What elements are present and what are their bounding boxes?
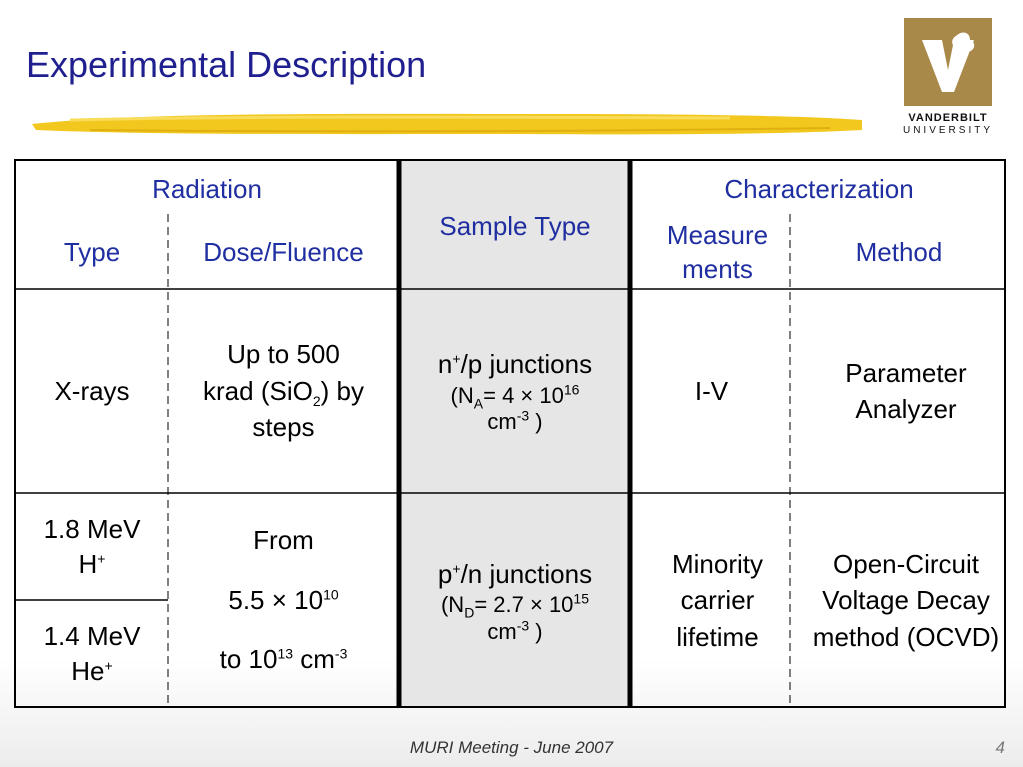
logo-text-vanderbilt: VANDERBILT xyxy=(908,112,988,124)
row2-method: Open-Circuit Voltage Decay method (OCVD) xyxy=(812,548,1000,652)
row2-type-helium: 1.4 MeV He+ xyxy=(43,620,141,686)
decorative-highlighter-stroke xyxy=(32,113,862,135)
row1-measurement: I-V xyxy=(694,375,729,406)
header-dose-fluence: Dose/Fluence xyxy=(203,236,364,267)
row2-dose: From 5.5 × 1010 to 1013 cm-3 xyxy=(219,524,348,675)
header-type: Type xyxy=(63,236,121,267)
oak-leaf-v-icon xyxy=(904,18,992,106)
logo-text-university: UNIVERSITY xyxy=(902,125,993,136)
row1-type: X-rays xyxy=(54,375,130,406)
page-number: 4 xyxy=(995,738,1005,757)
row1-sample-type: n+/p junctions (NA= 4 × 1016 cm-3 ) xyxy=(437,349,593,435)
slide-footer: MURI Meeting - June 2007 xyxy=(409,738,614,757)
header-measurements: Measure ments xyxy=(666,220,769,284)
header-method: Method xyxy=(855,236,943,267)
header-characterization: Characterization xyxy=(724,173,914,204)
row2-type-proton: 1.8 MeV H+ xyxy=(43,513,141,579)
sample-type-column-background xyxy=(399,159,630,707)
row2-sample-type: p+/n junctions (ND= 2.7 × 1015 cm-3 ) xyxy=(437,558,593,644)
row2-measurement: Minority carrier lifetime xyxy=(671,548,763,652)
header-radiation: Radiation xyxy=(152,173,262,204)
slide-title: Experimental Description xyxy=(26,44,427,85)
row1-method: Parameter Analyzer xyxy=(845,357,967,424)
row1-dose: Up to 500 krad (SiO2) by steps xyxy=(203,339,364,443)
header-sample-type: Sample Type xyxy=(439,210,591,241)
vanderbilt-logo: VANDERBILT UNIVERSITY xyxy=(898,18,998,148)
